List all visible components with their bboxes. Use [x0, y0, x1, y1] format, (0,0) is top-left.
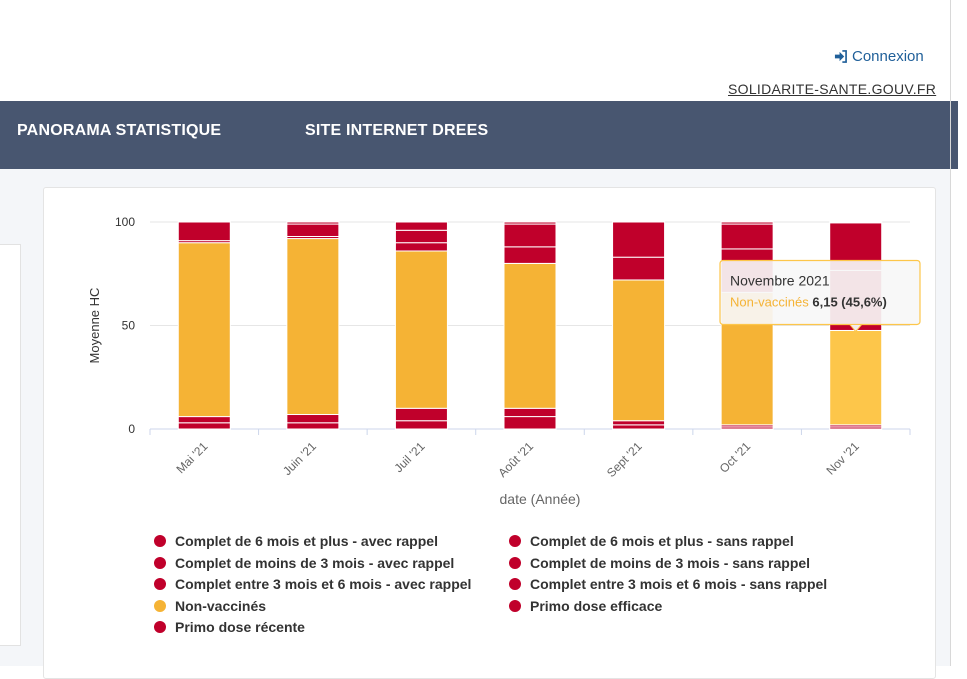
x-tick-label: Juin '21	[280, 439, 319, 478]
bar-segment[interactable]	[503, 416, 557, 430]
y-axis-label: Moyenne HC	[87, 288, 102, 364]
x-tick-label: Juil '21	[391, 439, 427, 475]
tooltip-row: Non-vaccinés 6,15 (45,6%)	[730, 294, 887, 309]
legend-label: Complet de 6 mois et plus - avec rappel	[175, 533, 438, 549]
site-link[interactable]: SOLIDARITE-SANTE.GOUV.FR	[728, 81, 937, 97]
legend-label: Complet entre 3 mois et 6 mois - avec ra…	[175, 576, 472, 592]
legend-item[interactable]: Complet de moins de 3 mois - avec rappel	[154, 555, 454, 571]
legend-item[interactable]: Complet de 6 mois et plus - avec rappel	[154, 533, 438, 549]
y-tick-label: 0	[128, 422, 135, 436]
bar-segment[interactable]	[829, 329, 883, 426]
legend-marker	[154, 556, 166, 569]
bar-segment[interactable]	[612, 256, 666, 281]
bar-segment[interactable]	[503, 246, 557, 264]
bar-segment[interactable]	[286, 238, 340, 416]
legend-marker	[509, 535, 521, 547]
tooltip-title: Novembre 2021	[730, 272, 830, 288]
legend-marker	[154, 535, 166, 547]
bar-segment[interactable]	[720, 223, 774, 250]
tooltip-value: 6,15 (45,6%)	[812, 294, 886, 309]
main-navbar: PANORAMA STATISTIQUE SITE INTERNET DREES	[0, 101, 958, 169]
bar-segment[interactable]	[394, 407, 448, 422]
bar-segment[interactable]	[394, 229, 448, 244]
bar-segment[interactable]	[286, 221, 340, 225]
x-tick-label: Nov '21	[823, 439, 862, 478]
bar-segment[interactable]	[503, 407, 557, 418]
legend-item[interactable]: Non-vaccinés	[154, 598, 266, 614]
bar-segment[interactable]	[503, 262, 557, 409]
login-link[interactable]: Connexion	[834, 48, 924, 65]
bar-segment[interactable]	[394, 221, 448, 231]
legend-item[interactable]: Complet entre 3 mois et 6 mois - sans ra…	[509, 576, 827, 592]
legend-item[interactable]: Complet de 6 mois et plus - sans rappel	[509, 533, 794, 549]
scrollbar-track[interactable]	[950, 0, 951, 666]
legend-label: Complet de 6 mois et plus - sans rappel	[530, 533, 794, 549]
bar-segment[interactable]	[286, 223, 340, 237]
bar-segment[interactable]	[612, 221, 666, 258]
legend-label: Primo dose récente	[175, 619, 305, 635]
y-tick-label: 100	[115, 215, 135, 229]
legend-label: Complet de moins de 3 mois - sans rappel	[530, 554, 811, 571]
top-header: Connexion SOLIDARITE-SANTE.GOUV.FR	[0, 0, 950, 101]
legend-item[interactable]: Complet entre 3 mois et 6 mois - avec ra…	[154, 576, 471, 592]
login-label: Connexion	[852, 48, 924, 65]
bar-segment[interactable]	[829, 221, 883, 224]
tooltip-box	[719, 259, 921, 326]
bar-segment[interactable]	[177, 416, 231, 424]
legend-marker	[154, 621, 166, 633]
legend-item[interactable]: Primo dose efficace	[509, 598, 662, 614]
legend-marker	[509, 556, 521, 569]
bar-segment[interactable]	[612, 424, 666, 430]
bar-segment[interactable]	[177, 242, 231, 418]
legend-marker	[509, 578, 521, 590]
legend-label: Non-vaccinés	[175, 597, 267, 614]
bar-segment[interactable]	[612, 420, 666, 426]
bar-segment[interactable]	[177, 221, 231, 242]
tooltip-pointer	[848, 323, 863, 333]
bar-segment[interactable]	[503, 221, 557, 225]
bar-segment[interactable]	[394, 242, 448, 252]
stacked-bar-chart: 0 50 100 Moyenne HC Mai '21 Juin '21 Juil '21 A…	[87, 215, 921, 507]
chart-tooltip: Novembre 2021 Non-vaccinés 6,15 (45,6%)	[719, 259, 921, 333]
bar-segment[interactable]	[286, 414, 340, 424]
bar-segment[interactable]	[720, 221, 774, 225]
tooltip-series: Non-vaccinés	[730, 294, 812, 309]
x-tick-label: Oct '21	[717, 439, 754, 476]
chart-card: 0 50 100 Moyenne HC Mai '21 Juin '21 Juil '21 A…	[43, 187, 936, 679]
bar-segment[interactable]	[612, 279, 666, 422]
legend-item[interactable]: Primo dose récente	[154, 619, 305, 635]
legend-marker	[154, 578, 166, 590]
bar-segment[interactable]	[394, 250, 448, 409]
sign-in-icon	[834, 50, 847, 63]
legend-marker	[509, 599, 521, 612]
bar-segment[interactable]	[394, 420, 448, 430]
side-panel	[0, 244, 21, 646]
x-tick-label: Août '21	[495, 439, 536, 480]
bar-segment[interactable]	[503, 223, 557, 248]
bar-segment[interactable]	[286, 422, 340, 430]
nav-item-panorama-statistique[interactable]: PANORAMA STATISTIQUE	[17, 122, 222, 139]
legend-marker	[154, 599, 166, 612]
x-axis-label: date (Année)	[500, 491, 581, 507]
x-tick-label: Mai '21	[173, 439, 210, 476]
bar-segment[interactable]	[177, 422, 231, 430]
legend-label: Primo dose efficace	[530, 597, 663, 614]
x-tick-label: Sept '21	[604, 439, 645, 480]
legend-label: Complet entre 3 mois et 6 mois - sans ra…	[530, 576, 828, 592]
legend-label: Complet de moins de 3 mois - avec rappel	[175, 554, 455, 571]
legend-item[interactable]: Complet de moins de 3 mois - sans rappel	[509, 555, 810, 571]
nav-item-site-internet-drees[interactable]: SITE INTERNET DREES	[305, 122, 489, 139]
y-tick-label: 50	[122, 319, 136, 333]
